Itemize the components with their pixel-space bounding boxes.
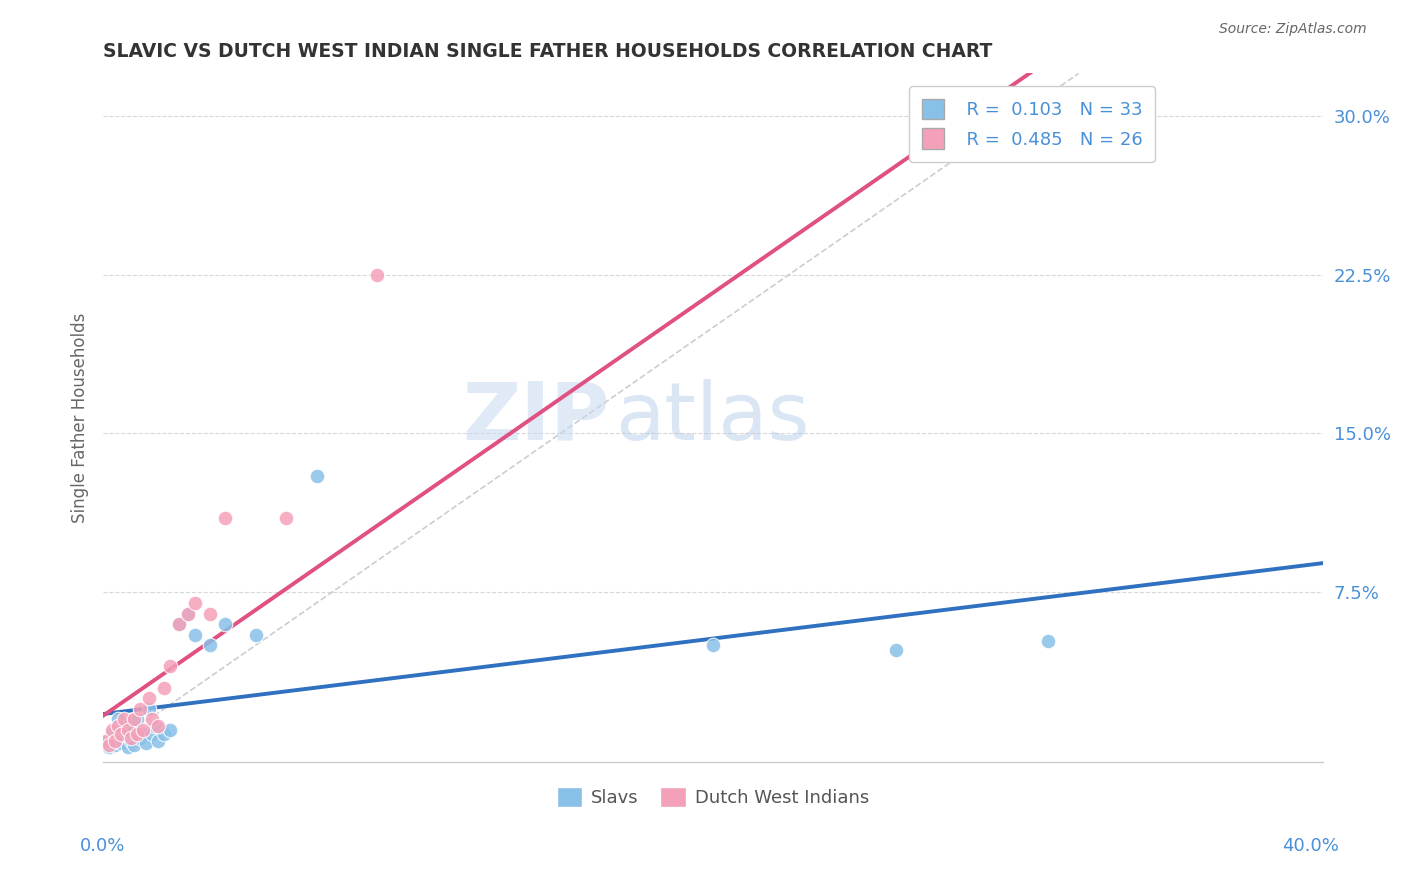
Point <box>1067 130 1090 145</box>
Point <box>107 723 129 737</box>
Point <box>128 702 150 716</box>
Point <box>132 727 155 741</box>
Point <box>110 736 132 750</box>
Point <box>884 642 907 657</box>
Point <box>177 607 200 621</box>
Point <box>198 638 221 652</box>
Point <box>198 607 221 621</box>
Point <box>183 628 205 642</box>
Point <box>183 596 205 610</box>
Point <box>104 733 127 747</box>
Point <box>122 713 145 727</box>
Point <box>107 713 129 727</box>
Point <box>274 511 297 525</box>
Text: atlas: atlas <box>616 378 810 457</box>
Point <box>96 733 118 747</box>
Point <box>702 638 724 652</box>
Point <box>132 723 155 737</box>
Point <box>141 713 163 727</box>
Point <box>114 713 136 727</box>
Point <box>159 723 181 737</box>
Point <box>245 628 267 642</box>
Point <box>159 659 181 673</box>
Point <box>153 681 176 695</box>
Point <box>117 739 139 754</box>
Point <box>169 617 191 632</box>
Text: 0.0%: 0.0% <box>80 837 125 855</box>
Point <box>135 736 157 750</box>
Point <box>120 733 142 747</box>
Legend: Slavs, Dutch West Indians: Slavs, Dutch West Indians <box>550 780 876 814</box>
Point <box>96 733 118 747</box>
Point <box>153 727 176 741</box>
Point <box>122 738 145 752</box>
Point <box>146 719 169 733</box>
Point <box>1036 634 1059 648</box>
Text: SLAVIC VS DUTCH WEST INDIAN SINGLE FATHER HOUSEHOLDS CORRELATION CHART: SLAVIC VS DUTCH WEST INDIAN SINGLE FATHE… <box>103 42 993 61</box>
Point <box>122 723 145 737</box>
Point <box>104 738 127 752</box>
Point <box>143 719 166 733</box>
Point <box>214 511 236 525</box>
Point <box>98 739 121 754</box>
Point <box>125 713 148 727</box>
Point <box>98 738 121 752</box>
Point <box>141 727 163 741</box>
Point <box>110 727 132 741</box>
Point <box>138 702 160 716</box>
Point <box>101 727 124 741</box>
Point <box>107 719 129 733</box>
Point <box>169 617 191 632</box>
Point <box>177 607 200 621</box>
Point <box>366 268 388 282</box>
Point <box>146 733 169 747</box>
Text: ZIP: ZIP <box>463 378 609 457</box>
Point <box>117 719 139 733</box>
Point <box>305 468 328 483</box>
Y-axis label: Single Father Households: Single Father Households <box>72 312 89 523</box>
Text: Source: ZipAtlas.com: Source: ZipAtlas.com <box>1219 22 1367 37</box>
Text: 40.0%: 40.0% <box>1282 837 1339 855</box>
Point <box>128 731 150 746</box>
Point <box>117 723 139 737</box>
Point <box>214 617 236 632</box>
Point <box>114 727 136 741</box>
Point <box>120 731 142 746</box>
Point <box>125 727 148 741</box>
Point <box>138 691 160 706</box>
Point <box>101 723 124 737</box>
